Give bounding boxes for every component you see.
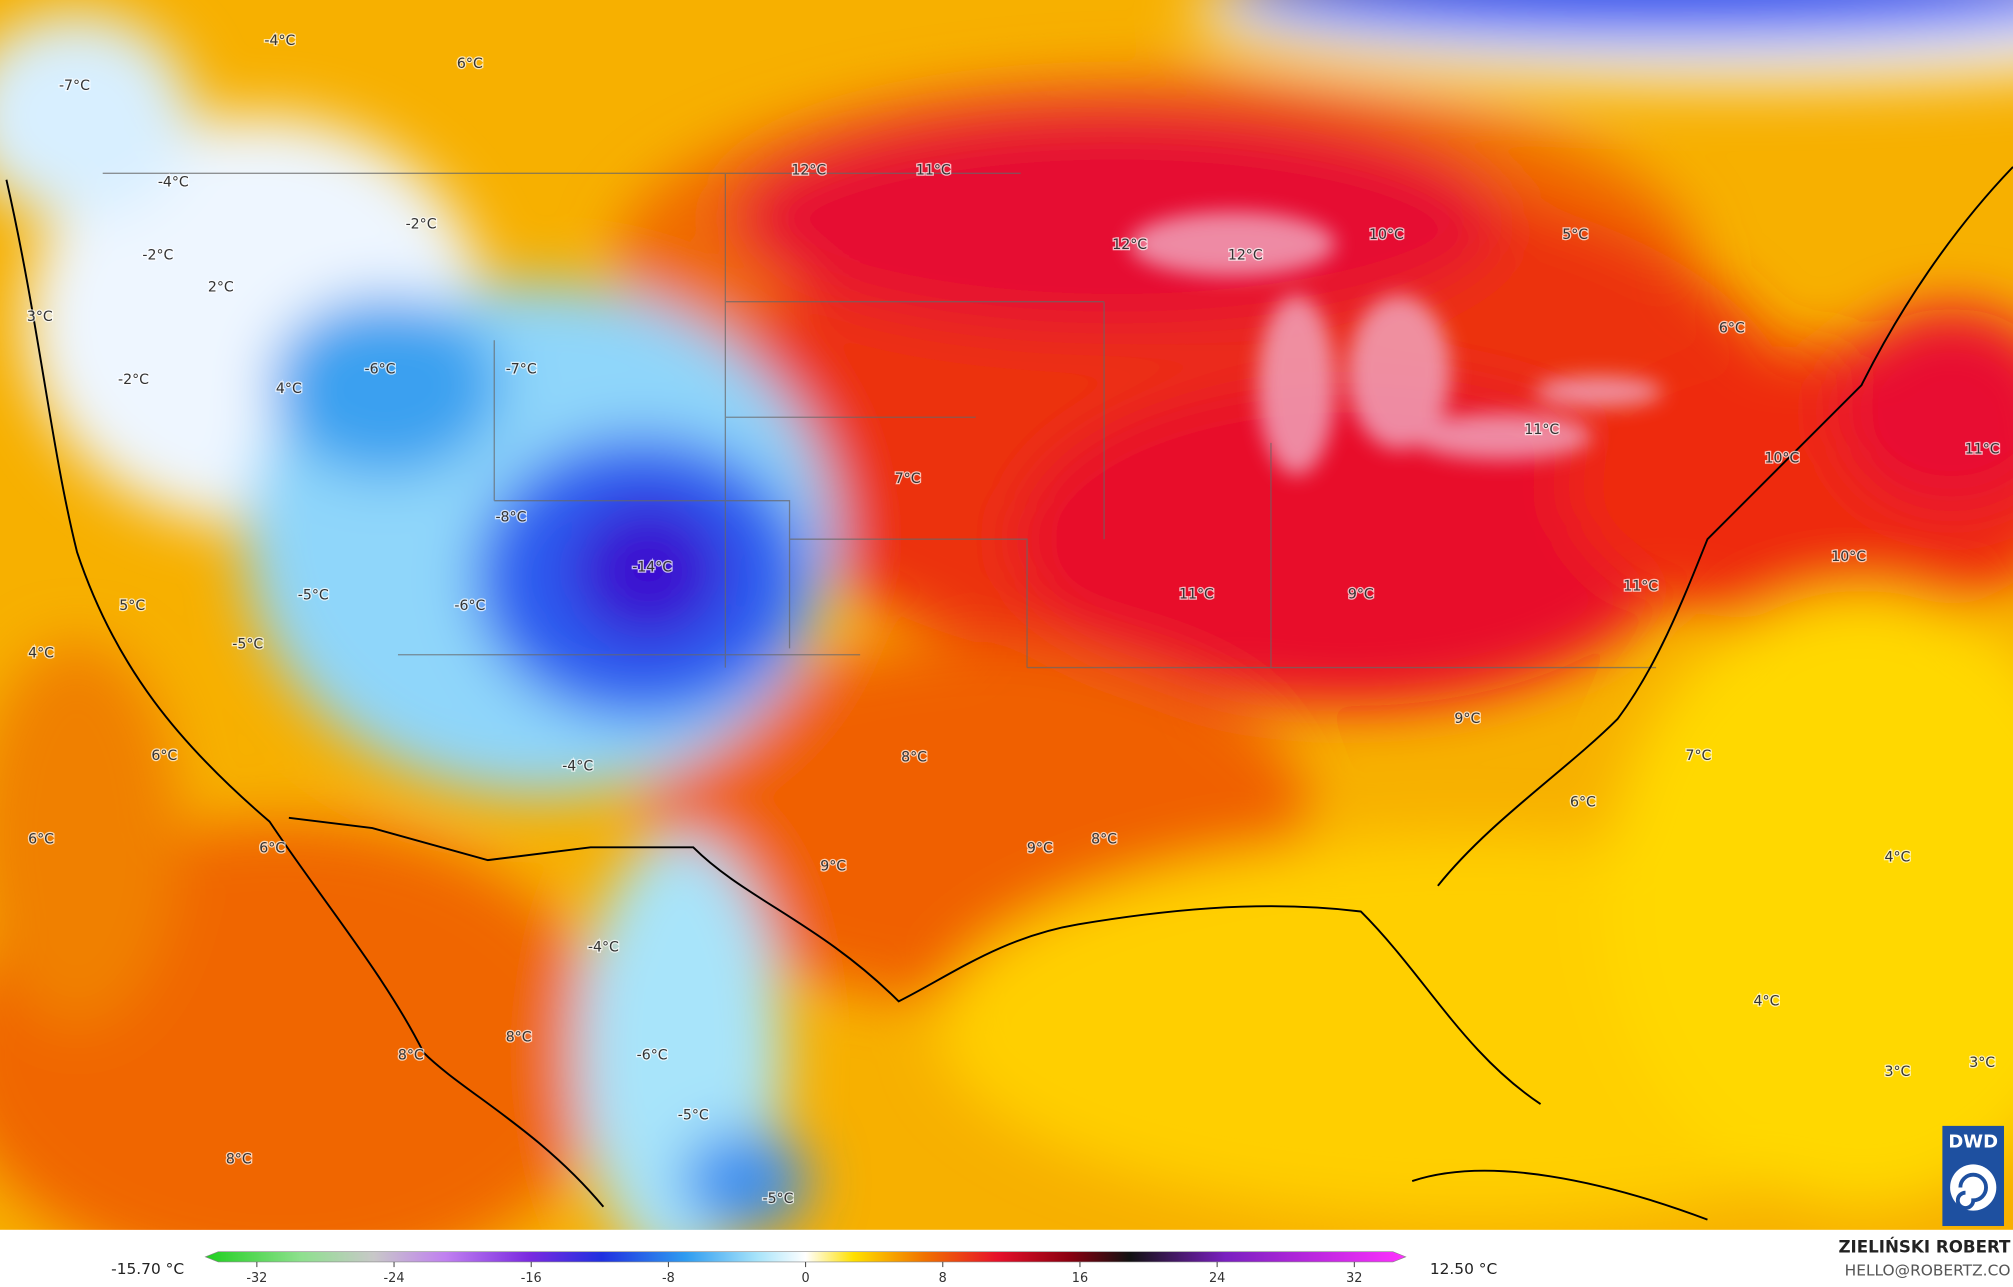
temperature-label: 9°C	[1027, 841, 1053, 857]
temperature-label: -6°C	[365, 362, 396, 378]
temperature-label: 3°C	[1969, 1055, 1995, 1071]
colorbar-ticks: -32 -24 -16 -8 0 8 16 24 32	[246, 1261, 1362, 1286]
credit-email: HELLO@ROBERTZ.CO	[1845, 1261, 2011, 1279]
temperature-label: 11°C	[1524, 422, 1559, 438]
tick-label: -8	[662, 1271, 675, 1286]
temperature-label: 5°C	[119, 598, 145, 614]
temperature-label: -4°C	[264, 33, 295, 49]
temperature-label: -5°C	[762, 1191, 793, 1207]
temperature-label: -4°C	[588, 939, 619, 955]
temperature-label: -6°C	[637, 1047, 668, 1063]
temperature-label: 8°C	[901, 749, 927, 765]
temperature-label: 4°C	[276, 381, 302, 397]
temperature-label: 6°C	[259, 841, 285, 857]
tick-label: 32	[1346, 1271, 1362, 1286]
temperature-label: 12°C	[1112, 237, 1147, 253]
tick-label: 16	[1072, 1271, 1088, 1286]
temperature-label: 4°C	[1885, 850, 1911, 866]
temperature-label: 4°C	[1754, 993, 1780, 1009]
temperature-label: 8°C	[506, 1029, 532, 1045]
temperature-label: 3°C	[27, 309, 53, 325]
temperature-label: -6°C	[454, 598, 485, 614]
temperature-label: 11°C	[1623, 579, 1658, 595]
temperature-label: 8°C	[398, 1047, 424, 1063]
temperature-label: -2°C	[406, 217, 437, 233]
temperature-label: 9°C	[820, 859, 846, 875]
temperature-label: 6°C	[28, 832, 54, 848]
temperature-label: 11°C	[1179, 586, 1214, 602]
temperature-label: -7°C	[506, 362, 537, 378]
max-label: 12.50 °C	[1430, 1260, 1497, 1278]
temperature-label: -5°C	[298, 588, 329, 604]
logo: DWD	[1942, 1125, 2005, 1227]
credit-name: ZIELIŃSKI ROBERT	[1838, 1237, 2011, 1256]
temperature-label: 10°C	[1831, 549, 1866, 565]
min-label: -15.70 °C	[111, 1260, 184, 1278]
temperature-label: 5°C	[1562, 227, 1588, 243]
temperature-label: -4°C	[158, 174, 189, 190]
temperature-label: 11°C	[916, 163, 951, 179]
temperature-label: 2°C	[208, 280, 234, 296]
tick-label: 8	[939, 1271, 947, 1286]
tick-label: 0	[801, 1271, 809, 1286]
temperature-label: 3°C	[1885, 1064, 1911, 1080]
temperature-label: 6°C	[1719, 321, 1745, 337]
temperature-label: -7°C	[59, 78, 90, 94]
logo-text: DWD	[1948, 1132, 1998, 1153]
temperature-label: -4°C	[562, 758, 593, 774]
temperature-label: -5°C	[232, 636, 263, 652]
temperature-label: 8°C	[226, 1151, 252, 1167]
temperature-label: -2°C	[142, 247, 173, 263]
temperature-label: 9°C	[1348, 586, 1374, 602]
temperature-label: 12°C	[1228, 247, 1263, 263]
temperature-label: 10°C	[1764, 450, 1799, 466]
temperature-label: -2°C	[118, 372, 149, 388]
tick-label: -24	[384, 1271, 405, 1286]
colorbar	[204, 1251, 1407, 1263]
temperature-label: 6°C	[151, 748, 177, 764]
temperature-label: 7°C	[1686, 748, 1712, 764]
tick-label: -16	[521, 1271, 542, 1286]
temperature-label: 4°C	[28, 645, 54, 661]
temperature-labels: -4°C 6°C -7°C 12°C 11°C -4°C -2°C 12°C 12°C 10°C 5…	[26, 32, 2001, 1209]
temperature-label: 10°C	[1369, 227, 1404, 243]
temperature-label: -14°C	[632, 559, 672, 575]
temperature-label: -8°C	[495, 509, 526, 525]
temperature-label: 12°C	[791, 163, 826, 179]
temperature-label: 7°C	[895, 471, 921, 487]
temperature-label: -5°C	[678, 1108, 709, 1124]
tick-label: -32	[246, 1271, 267, 1286]
tick-label: 24	[1209, 1271, 1225, 1286]
temperature-label: 9°C	[1454, 711, 1480, 727]
temperature-label: 11°C	[1965, 441, 2000, 457]
temperature-label: 8°C	[1091, 832, 1117, 848]
temperature-label: 6°C	[457, 56, 483, 72]
temperature-label: 6°C	[1570, 794, 1596, 810]
